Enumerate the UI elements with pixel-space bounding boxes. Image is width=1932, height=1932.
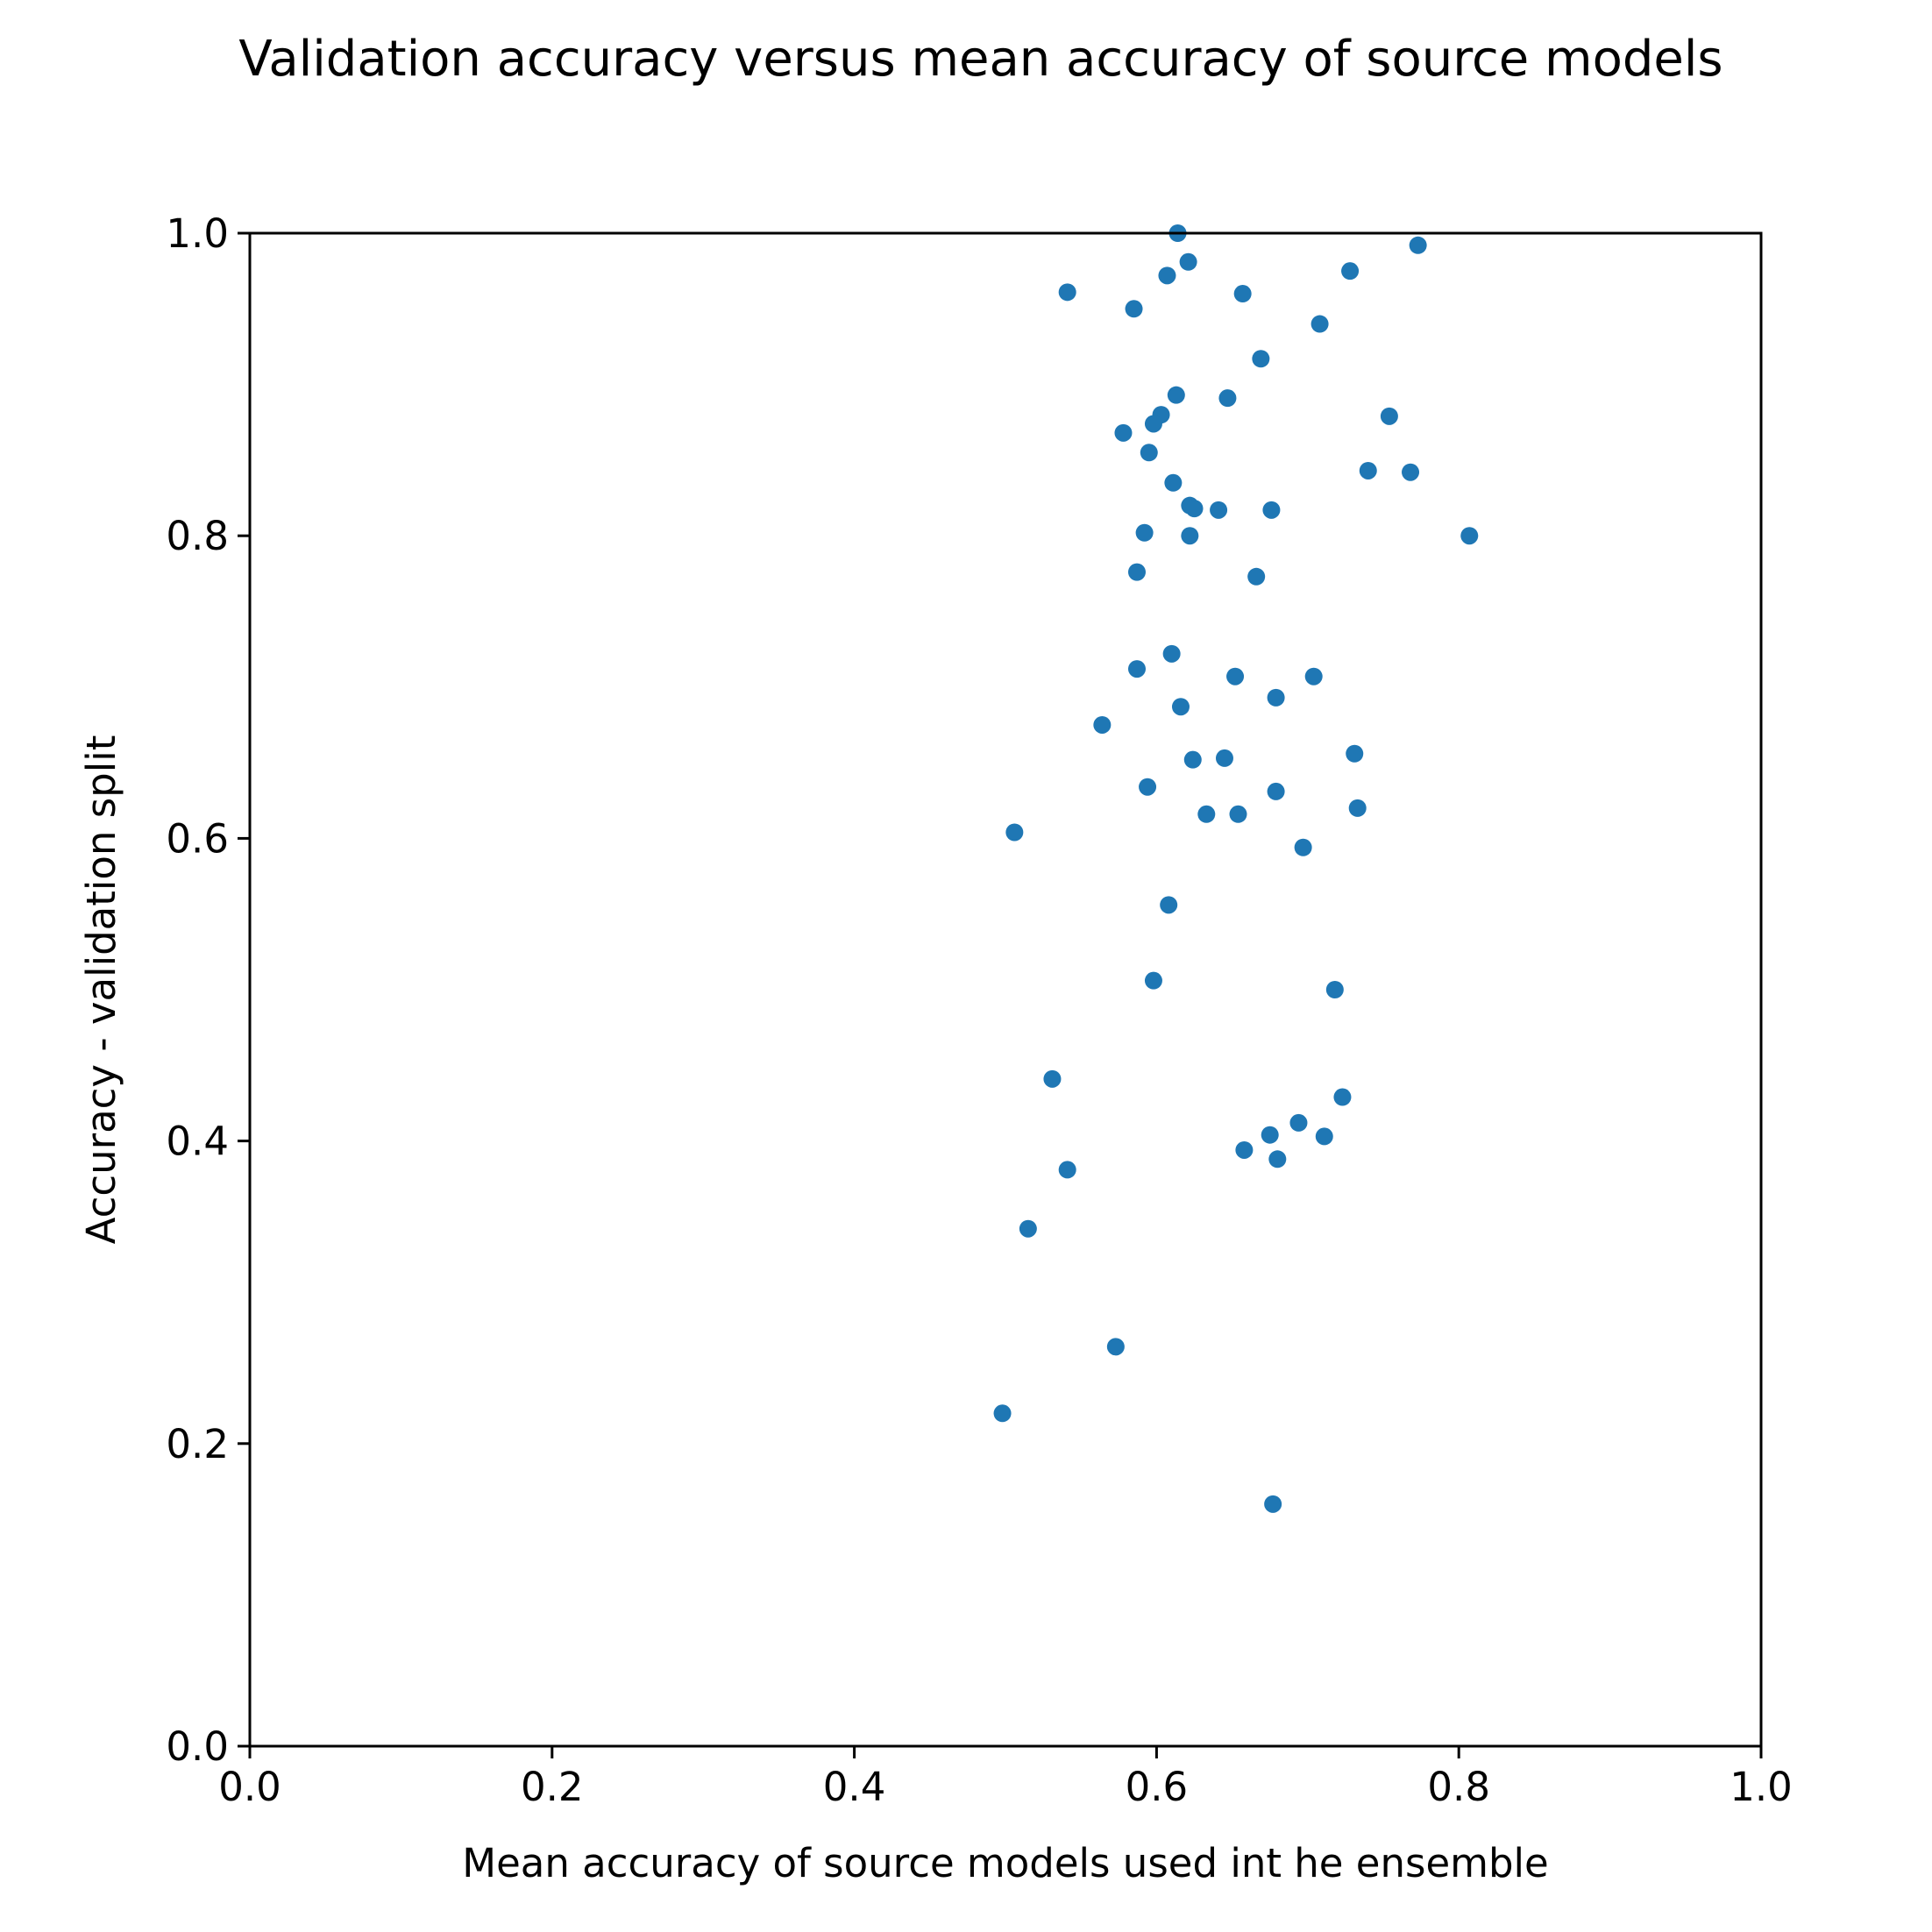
ticks-layer: 0.0 0.2 0.4 0.6 0.8 1.0 0.0 0.2 0.4 0.6 0.8 1.0	[166, 210, 1792, 1810]
scatter-point	[1252, 350, 1270, 368]
scatter-point	[1019, 1219, 1037, 1238]
scatter-point	[1162, 644, 1181, 663]
scatter-point	[1093, 715, 1112, 734]
scatter-point	[1127, 660, 1146, 678]
scatter-point	[1264, 1495, 1282, 1513]
scatter-point	[1310, 315, 1329, 333]
scatter-point	[1229, 805, 1247, 823]
scatter-point	[1164, 473, 1183, 492]
scatter-point	[1261, 1126, 1279, 1144]
scatter-point	[1144, 971, 1162, 990]
scatter-point	[1247, 567, 1266, 586]
scatter-point	[1197, 805, 1216, 823]
scatter-point	[1210, 501, 1228, 519]
scatter-point	[1185, 500, 1204, 518]
scatter-point	[1127, 563, 1146, 581]
scatter-point	[1341, 262, 1360, 281]
scatter-point	[1160, 896, 1178, 914]
x-tick-label: 0.2	[521, 1764, 584, 1810]
scatter-point	[1139, 778, 1157, 796]
y-tick-label: 0.8	[166, 513, 229, 559]
scatter-point	[1262, 501, 1281, 519]
scatter-point	[1235, 1140, 1254, 1159]
scatter-point	[1106, 1338, 1125, 1356]
scatter-point	[1325, 981, 1344, 998]
scatter-point	[1460, 527, 1479, 545]
scatter-point	[1058, 283, 1076, 302]
x-tick-label: 0.0	[218, 1764, 281, 1810]
scatter-point	[1171, 698, 1190, 716]
scatter-point	[1140, 444, 1158, 462]
scatter-point	[1005, 823, 1024, 842]
scatter-point	[1380, 407, 1398, 425]
scatter-point	[1304, 667, 1323, 685]
scatter-point	[1226, 667, 1245, 685]
scatter-point	[1348, 799, 1367, 817]
scatter-point	[1294, 838, 1312, 856]
scatter-point	[1267, 688, 1285, 707]
scatter-point	[1333, 1088, 1352, 1106]
scatter-point	[1233, 285, 1252, 303]
scatter-point	[1179, 252, 1197, 271]
scatter-point	[1181, 527, 1199, 545]
scatter-point	[1402, 463, 1420, 481]
scatter-point	[1215, 749, 1233, 767]
scatter-point	[1315, 1127, 1333, 1146]
y-tick-label: 0.6	[166, 815, 229, 862]
y-tick-label: 1.0	[166, 210, 229, 257]
x-axis-label: Mean accuracy of source models used int …	[462, 1840, 1548, 1886]
scatter-point	[1289, 1113, 1308, 1132]
plot-frame	[248, 231, 1763, 1748]
chart-title: Validation accuracy versus mean accuracy…	[238, 31, 1722, 88]
scatter-point	[1218, 389, 1237, 408]
scatter-point	[1043, 1069, 1062, 1088]
scatter-point	[1144, 415, 1162, 433]
scatter-point	[1135, 523, 1154, 542]
scatter-point	[1346, 744, 1364, 763]
scatter-point	[1125, 300, 1143, 318]
y-axis-label: Accuracy - validation split	[78, 735, 124, 1245]
x-tick-label: 0.8	[1427, 1764, 1490, 1810]
x-tick-label: 1.0	[1730, 1764, 1793, 1810]
scatter-point	[1167, 386, 1185, 404]
x-tick-label: 0.6	[1126, 1764, 1189, 1810]
scatter-point	[1267, 782, 1285, 800]
scatter-point	[1158, 266, 1176, 285]
y-tick-label: 0.2	[166, 1421, 229, 1467]
scatter-point	[1114, 423, 1133, 442]
y-tick-label: 0.4	[166, 1119, 229, 1165]
points-layer	[993, 224, 1479, 1513]
scatter-point	[1058, 1161, 1076, 1179]
y-tick-label: 0.0	[166, 1723, 229, 1770]
scatter-point	[993, 1404, 1012, 1423]
scatter-point	[1409, 236, 1427, 254]
scatter-point	[1268, 1150, 1287, 1168]
scatter-point	[1183, 750, 1202, 769]
x-tick-label: 0.4	[823, 1764, 886, 1810]
scatter-point	[1359, 461, 1377, 479]
